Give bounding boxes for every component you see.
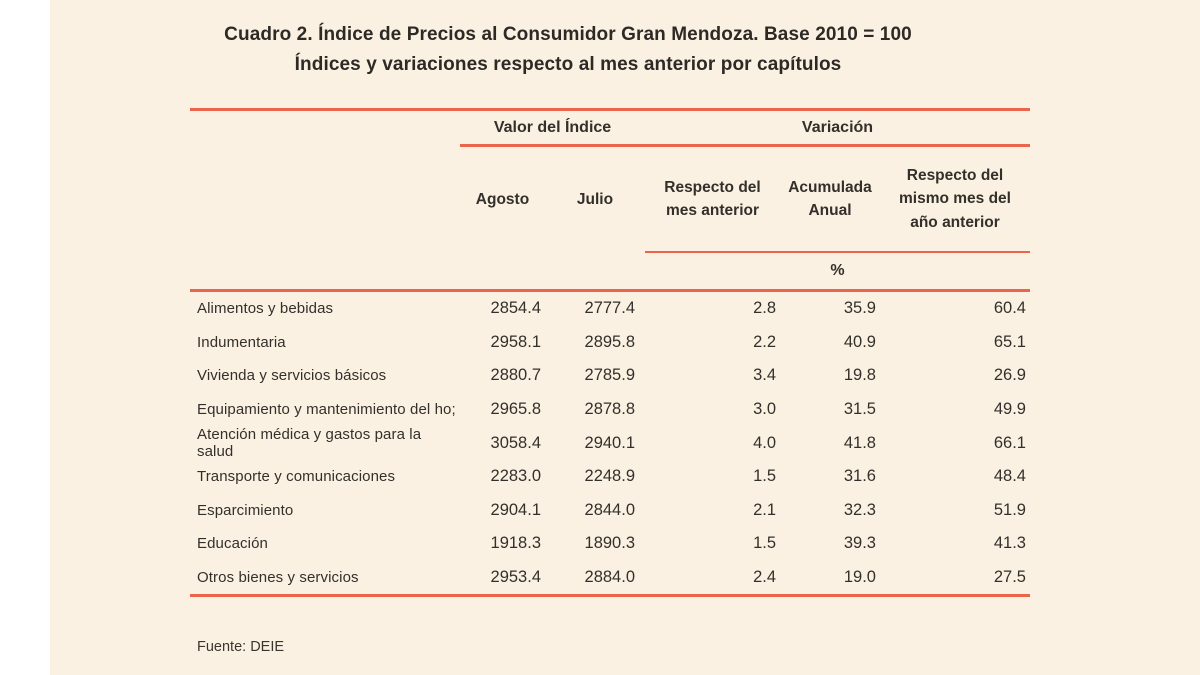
value-var-inter: 49.9 [993, 399, 1026, 418]
table-row: Vivienda y servicios básicos 2880.7 2785… [190, 359, 1030, 393]
column-header-acumulada: Acumulada Anual [780, 145, 880, 253]
unit-row-empty [190, 252, 645, 291]
table-body: Alimentos y bebidas 2854.4 2777.4 2.8 35… [190, 289, 1030, 597]
value-agosto: 2953.4 [460, 560, 545, 597]
value-agosto: 2965.8 [490, 399, 541, 418]
group-header-valor: Valor del Índice [460, 108, 645, 147]
value-var-inter: 51.9 [993, 500, 1026, 519]
table-row: Equipamiento y mantenimiento del ho; 296… [190, 393, 1030, 427]
row-label: Otros bienes y servicios [190, 560, 460, 597]
value-agosto: 3058.4 [490, 433, 541, 452]
corner-cell [190, 108, 460, 146]
row-label: Equipamiento y mantenimiento del ho; [197, 400, 456, 418]
row-label: Alimentos y bebidas [190, 289, 460, 326]
table-row: Otros bienes y servicios 2953.4 2884.0 2… [190, 560, 1030, 597]
value-var-mes: 1.5 [753, 467, 776, 486]
value-var-inter: 60.4 [880, 289, 1030, 326]
value-var-mes: 4.0 [753, 433, 776, 452]
value-agosto: 2904.1 [490, 500, 541, 519]
value-var-acum: 19.0 [780, 560, 880, 597]
group-header-row: Valor del Índice Variación [190, 108, 1030, 147]
table-title: Cuadro 2. Índice de Precios al Consumido… [190, 20, 946, 80]
value-var-mes: 3.0 [753, 399, 776, 418]
source-note: Fuente: DEIE [197, 639, 285, 655]
value-julio: 2884.0 [545, 560, 645, 597]
value-julio: 2777.4 [545, 289, 645, 326]
table-header: Valor del Índice Variación Agosto Julio … [190, 108, 1030, 291]
table-title-line1: Cuadro 2. Índice de Precios al Consumido… [224, 24, 912, 45]
value-julio: 2895.8 [584, 332, 635, 351]
value-var-mes: 2.4 [645, 560, 780, 597]
table-title-line2: Índices y variaciones respecto al mes an… [294, 54, 842, 75]
value-var-acum: 31.6 [843, 467, 876, 486]
value-var-inter: 65.1 [993, 332, 1026, 351]
unit-percent-label: % [830, 262, 845, 279]
value-var-mes: 1.5 [753, 534, 776, 553]
value-var-inter: 27.5 [880, 560, 1030, 597]
value-julio: 2844.0 [584, 500, 635, 519]
value-var-inter: 48.4 [993, 467, 1026, 486]
value-agosto: 2880.7 [490, 366, 541, 385]
value-agosto: 2958.1 [490, 332, 541, 351]
value-var-mes: 3.4 [753, 366, 776, 385]
column-header-mes-anterior: Respecto del mes anterior [645, 145, 780, 253]
value-agosto: 1918.3 [490, 534, 541, 553]
value-julio: 2940.1 [584, 433, 635, 452]
value-var-acum: 31.5 [843, 399, 876, 418]
value-var-inter: 26.9 [993, 366, 1026, 385]
table-row: Indumentaria 2958.1 2895.8 2.2 40.9 65.1 [190, 326, 1030, 360]
value-agosto: 2854.4 [460, 289, 545, 326]
row-label: Educación [197, 535, 268, 553]
row-label: Transporte y comunicaciones [197, 468, 396, 486]
value-var-mes: 2.2 [753, 332, 776, 351]
value-var-acum: 32.3 [843, 500, 876, 519]
value-var-acum: 35.9 [780, 289, 880, 326]
table-row: Transporte y comunicaciones 2283.0 2248.… [190, 460, 1030, 494]
value-var-mes: 2.8 [645, 289, 780, 326]
value-julio: 2785.9 [584, 366, 635, 385]
row-label: Indumentaria [197, 333, 286, 351]
value-var-inter: 41.3 [993, 534, 1026, 553]
column-header-julio: Julio [576, 190, 614, 208]
value-var-acum: 41.8 [843, 433, 876, 452]
value-julio: 1890.3 [584, 534, 635, 553]
value-var-acum: 40.9 [843, 332, 876, 351]
unit-row: % [190, 252, 1030, 291]
row-label: Esparcimiento [197, 501, 294, 519]
value-julio: 2248.9 [584, 467, 635, 486]
table-row: Atención médica y gastos para la salud 3… [190, 426, 1030, 460]
table-row: Educación 1918.3 1890.3 1.5 39.3 41.3 [190, 527, 1030, 561]
value-var-mes: 2.1 [753, 500, 776, 519]
group-header-variacion: Variación [645, 108, 1030, 147]
column-header-agosto: Agosto [475, 190, 530, 208]
column-header-interanual: Respecto del mismo mes del año anterior [880, 145, 1030, 253]
table-row: Esparcimiento 2904.1 2844.0 2.1 32.3 51.… [190, 494, 1030, 528]
value-var-acum: 19.8 [843, 366, 876, 385]
column-header-empty [190, 146, 460, 253]
document-panel: Cuadro 2. Índice de Precios al Consumido… [50, 0, 1200, 675]
value-var-inter: 66.1 [993, 433, 1026, 452]
ipc-table: Valor del Índice Variación Agosto Julio … [190, 108, 1030, 597]
table-row: Alimentos y bebidas 2854.4 2777.4 2.8 35… [190, 289, 1030, 326]
row-label: Vivienda y servicios básicos [197, 367, 387, 385]
value-agosto: 2283.0 [490, 467, 541, 486]
table-content-area: Cuadro 2. Índice de Precios al Consumido… [190, 0, 1035, 655]
row-label: Atención médica y gastos para la salud [197, 426, 422, 460]
value-julio: 2878.8 [584, 399, 635, 418]
column-header-row: Agosto Julio Respecto del mes anterior A… [190, 145, 1030, 253]
value-var-acum: 39.3 [843, 534, 876, 553]
